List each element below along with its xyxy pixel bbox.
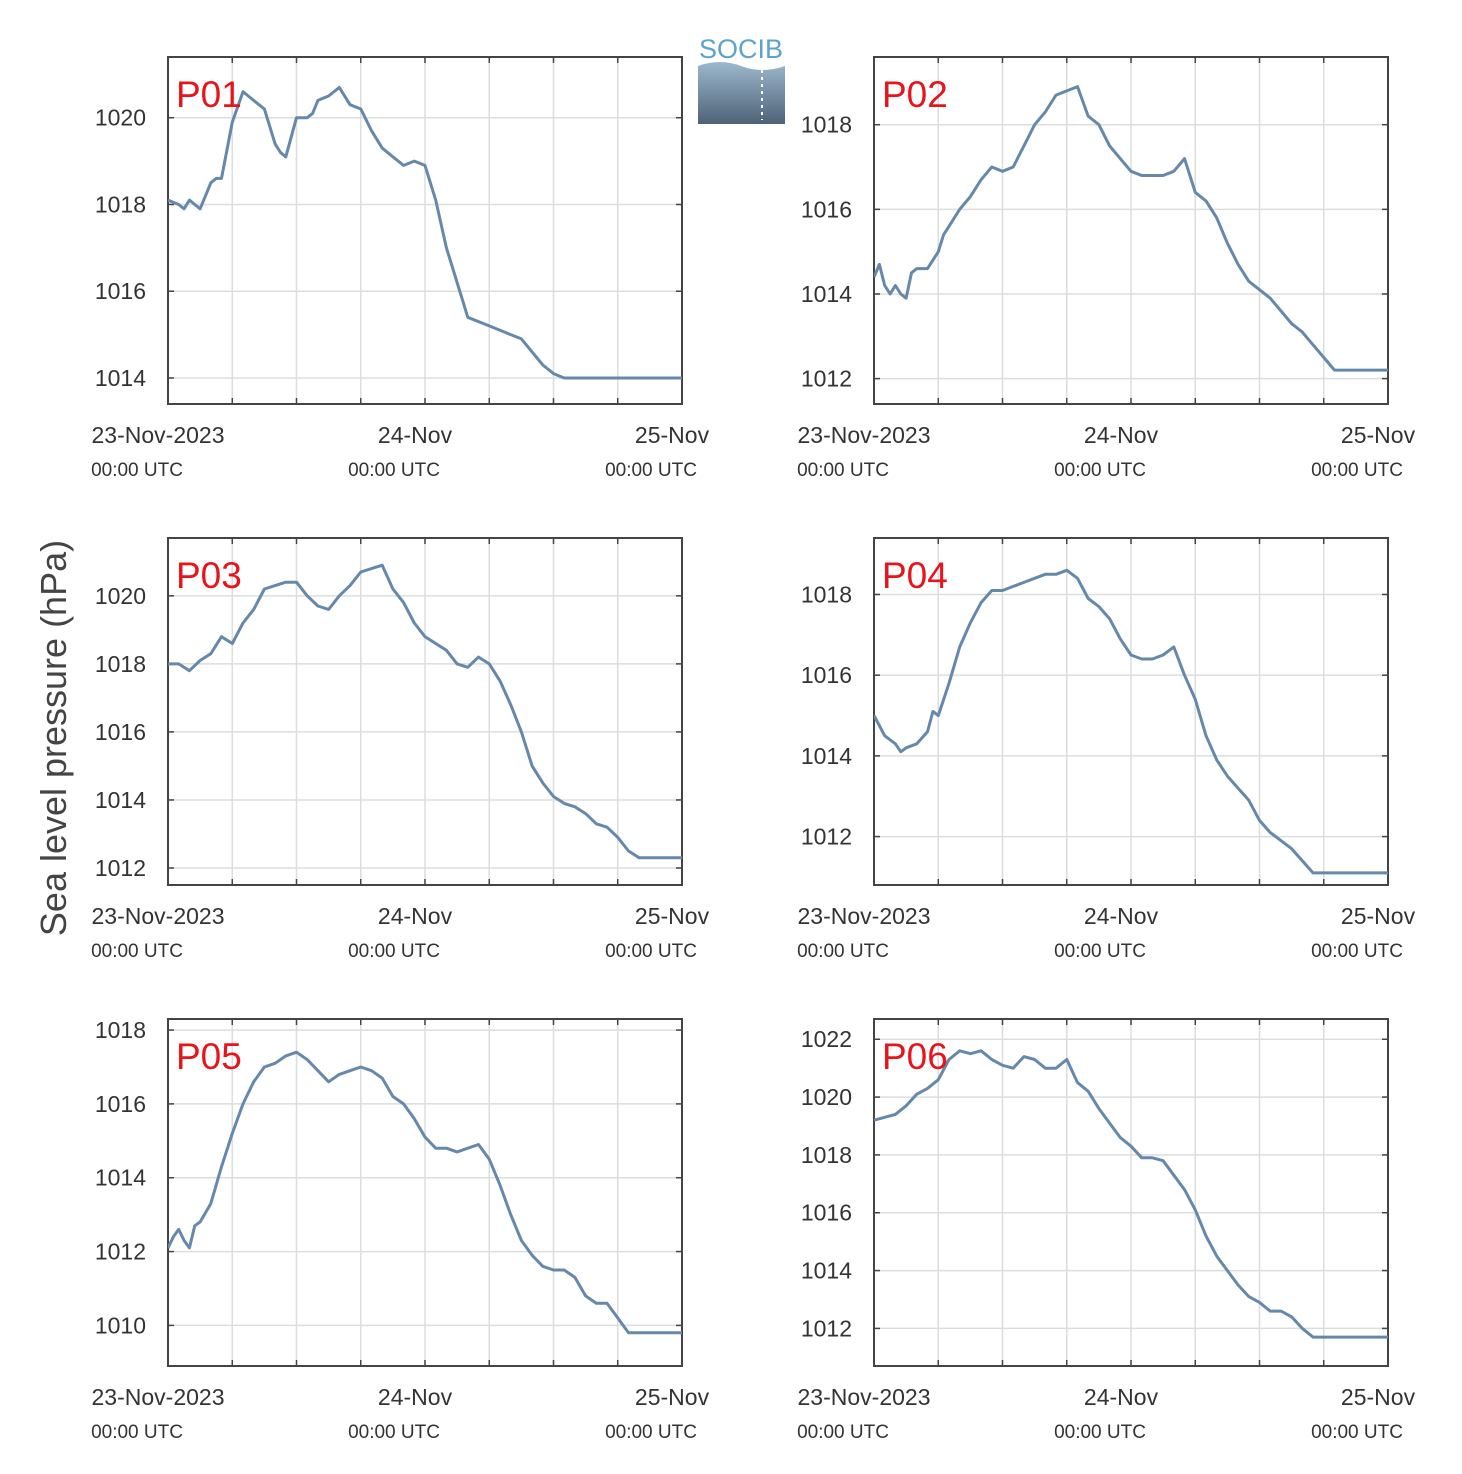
x-date-label: 23-Nov-2023 <box>798 1384 931 1410</box>
y-tick-label: 1012 <box>95 855 146 881</box>
x-time-label: 00:00 UTC <box>1054 941 1146 962</box>
x-time-label: 00:00 UTC <box>91 460 183 481</box>
panel-label: P01 <box>176 74 242 115</box>
y-tick-label: 1018 <box>801 581 852 607</box>
x-date-label: 23-Nov-2023 <box>92 903 225 929</box>
plot-frame <box>873 56 1389 405</box>
x-date-label: 24-Nov <box>378 1384 453 1410</box>
x-time-label: 00:00 UTC <box>348 460 440 481</box>
x-time-label: 00:00 UTC <box>91 941 183 962</box>
y-tick-label: 1012 <box>95 1239 146 1265</box>
y-tick-label: 1020 <box>95 105 146 131</box>
x-time-label: 00:00 UTC <box>1311 460 1403 481</box>
plot-frame <box>167 56 683 405</box>
x-time-label: 00:00 UTC <box>605 460 697 481</box>
panel-p04: 1012 1014 1016 1018 P04 23-Nov-2023 00:00 UTC 2… <box>797 537 1416 962</box>
pressure-series-line <box>168 563 682 860</box>
x-time-label: 00:00 UTC <box>605 941 697 962</box>
panel-p06: 1012 1014 1016 1018 1020 1022 P06 23-Nov-2023 00… <box>797 1018 1416 1443</box>
socib-logo-text: SOCIB <box>699 34 783 64</box>
y-tick-label: 1018 <box>95 651 146 677</box>
panels: 1014 1016 1018 1020 P01 23-Nov-2023 00:00 UTC 2… <box>91 56 1416 1443</box>
x-date-label: 24-Nov <box>1084 422 1159 448</box>
y-tick-label: 1014 <box>95 1165 146 1191</box>
x-date-label: 25-Nov <box>635 422 710 448</box>
y-tick-label: 1018 <box>95 191 146 217</box>
panel-label: P06 <box>882 1036 948 1077</box>
x-time-label: 00:00 UTC <box>1054 460 1146 481</box>
x-date-label: 24-Nov <box>1084 903 1159 929</box>
y-tick-label: 1016 <box>95 719 146 745</box>
panel-p02: 1012 1014 1016 1018 P02 23-Nov-2023 00:00 UTC 2… <box>797 56 1416 481</box>
y-tick-label: 1012 <box>801 366 852 392</box>
x-time-label: 00:00 UTC <box>797 1422 889 1443</box>
x-date-label: 23-Nov-2023 <box>798 422 931 448</box>
x-time-label: 00:00 UTC <box>797 460 889 481</box>
y-tick-label: 1012 <box>801 824 852 850</box>
y-tick-label: 1016 <box>801 1200 852 1226</box>
x-time-label: 00:00 UTC <box>797 941 889 962</box>
x-date-label: 25-Nov <box>1341 1384 1416 1410</box>
y-tick-label: 1020 <box>95 583 146 609</box>
x-date-label: 24-Nov <box>1084 1384 1159 1410</box>
y-tick-label: 1014 <box>95 787 146 813</box>
x-time-label: 00:00 UTC <box>605 1422 697 1443</box>
x-date-label: 25-Nov <box>1341 422 1416 448</box>
x-time-label: 00:00 UTC <box>348 941 440 962</box>
y-tick-label: 1022 <box>801 1026 852 1052</box>
x-date-label: 23-Nov-2023 <box>92 422 225 448</box>
x-time-label: 00:00 UTC <box>1311 1422 1403 1443</box>
panel-p05: 1010 1012 1014 1016 1018 P05 23-Nov-2023 00:00 … <box>91 1017 710 1443</box>
x-time-label: 00:00 UTC <box>91 1422 183 1443</box>
x-date-label: 23-Nov-2023 <box>92 1384 225 1410</box>
y-tick-label: 1018 <box>801 112 852 138</box>
panel-p03: 1012 1014 1016 1018 1020 P03 23-Nov-2023 00:00 … <box>91 537 710 962</box>
plot-frame <box>873 1018 1389 1367</box>
y-tick-label: 1020 <box>801 1084 852 1110</box>
x-time-label: 00:00 UTC <box>1054 1422 1146 1443</box>
plot-frame <box>873 537 1389 886</box>
x-date-label: 25-Nov <box>635 903 710 929</box>
pressure-series-line <box>168 1050 682 1335</box>
y-tick-label: 1014 <box>801 1258 852 1284</box>
x-date-label: 25-Nov <box>635 1384 710 1410</box>
x-date-label: 24-Nov <box>378 422 453 448</box>
panel-label: P05 <box>176 1036 242 1077</box>
y-tick-label: 1010 <box>95 1312 146 1338</box>
y-axis-label: Sea level pressure (hPa) <box>33 540 74 936</box>
y-tick-label: 1018 <box>801 1142 852 1168</box>
plot-frame <box>167 537 683 886</box>
x-date-label: 25-Nov <box>1341 903 1416 929</box>
y-tick-label: 1016 <box>801 662 852 688</box>
y-tick-label: 1016 <box>95 278 146 304</box>
panel-label: P02 <box>882 74 948 115</box>
y-tick-label: 1014 <box>801 281 852 307</box>
y-tick-label: 1018 <box>95 1017 146 1043</box>
x-date-label: 23-Nov-2023 <box>798 903 931 929</box>
panel-p01: 1014 1016 1018 1020 P01 23-Nov-2023 00:00 UTC 2… <box>91 56 710 481</box>
pressure-series-line <box>168 85 682 380</box>
pressure-series-line <box>874 1049 1388 1339</box>
x-time-label: 00:00 UTC <box>1311 941 1403 962</box>
x-time-label: 00:00 UTC <box>348 1422 440 1443</box>
y-tick-label: 1014 <box>801 743 852 769</box>
y-tick-label: 1016 <box>801 196 852 222</box>
panel-label: P03 <box>176 555 242 596</box>
y-tick-label: 1016 <box>95 1091 146 1117</box>
pressure-series-line <box>874 85 1388 372</box>
pressure-series-line <box>874 568 1388 875</box>
socib-logo: SOCIB <box>698 34 785 124</box>
y-tick-label: 1014 <box>95 365 146 391</box>
y-tick-label: 1012 <box>801 1315 852 1341</box>
panel-label: P04 <box>882 555 948 596</box>
x-date-label: 24-Nov <box>378 903 453 929</box>
plot-frame <box>167 1018 683 1367</box>
